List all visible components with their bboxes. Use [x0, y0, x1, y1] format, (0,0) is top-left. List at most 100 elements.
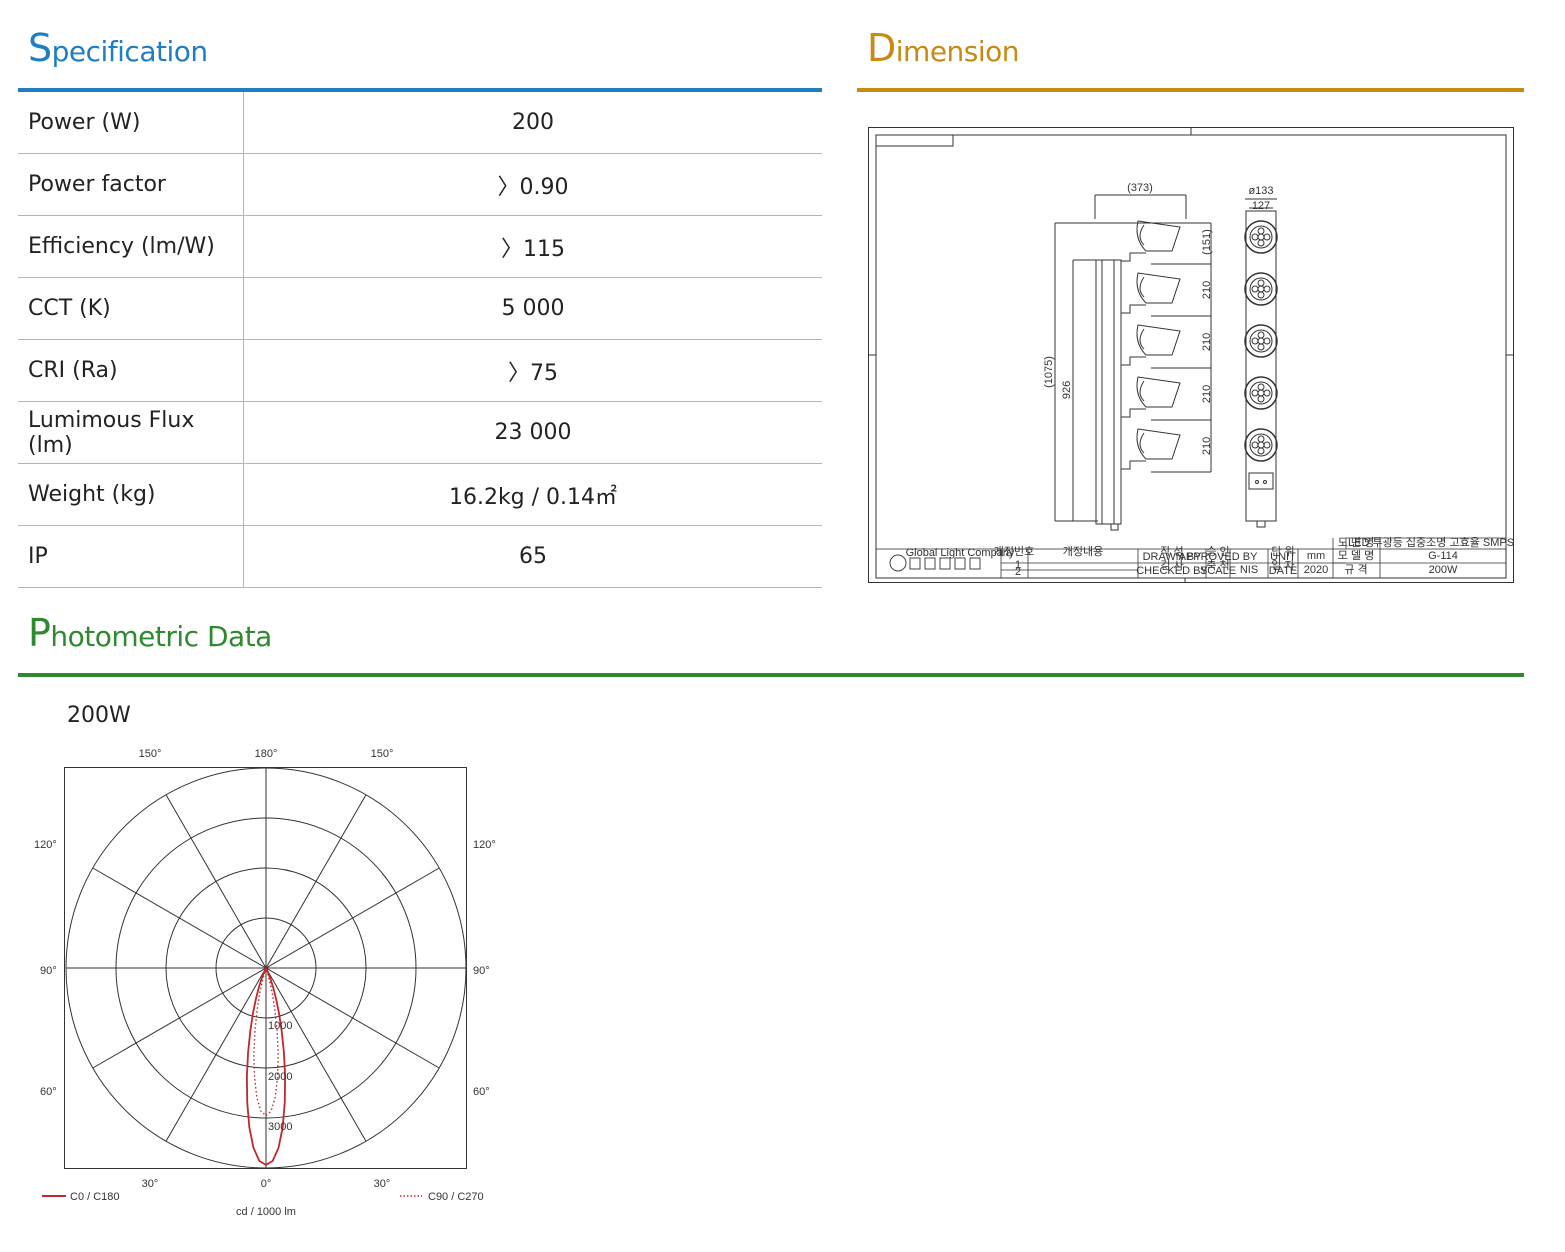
spec-value: 200 [243, 92, 822, 154]
drawn-by-en: DRAWN BY [1143, 551, 1203, 563]
company-logo-letters [909, 557, 981, 570]
angle-label: 0° [261, 1178, 272, 1190]
spec-value: 65 [243, 525, 822, 588]
unit-value: mm [1307, 550, 1325, 562]
lamp-bracket [1121, 356, 1146, 366]
dim-total-label: (1075) [1043, 356, 1055, 388]
ring-label: 1000 [268, 1020, 292, 1032]
lamp-body-outline [1136, 272, 1181, 304]
front-view [1245, 198, 1277, 528]
angle-label: 180° [255, 748, 278, 760]
legend-c0-label: C0 / C180 [70, 1191, 120, 1203]
checked-by-label: 검 사 [1160, 559, 1183, 572]
lamp-fins [1139, 276, 1145, 298]
rev-header: 개정번호 [994, 545, 1034, 558]
lamp-bracket [1121, 252, 1146, 262]
spec-label: Efficiency (lm/W) [18, 215, 244, 278]
dim-diameter-label: ø133 [1248, 185, 1273, 197]
angle-label: 60° [40, 1086, 57, 1098]
lamp-led [1257, 279, 1265, 287]
lamp-led [1257, 239, 1265, 247]
angle-label: 30° [374, 1178, 391, 1190]
lamp-head-front [1244, 272, 1278, 306]
lamp-led [1257, 331, 1265, 339]
specification-table: Power (W) 200 Power factor 〉0.90 Efficiency … [18, 92, 822, 588]
lamp-body-outline [1136, 428, 1181, 460]
lamp-ring [1244, 376, 1278, 410]
power-label: 200W [67, 703, 131, 728]
title-block-text: Global Light Company 개정번호 개정내용 1 2 작 성 D… [889, 536, 1514, 578]
ring-label: 3000 [268, 1121, 292, 1133]
lamp-ring [1244, 220, 1278, 254]
lamp-led [1251, 337, 1259, 345]
lamp-led [1257, 441, 1265, 449]
date-label-en: DATE [1269, 565, 1298, 577]
lamp-led [1257, 395, 1265, 403]
lamp-led [1251, 233, 1259, 241]
lamp-led [1251, 441, 1259, 449]
lamp-fins [1139, 432, 1145, 454]
lamp-led [1263, 233, 1271, 241]
approved-by-en: APPROVED BY [1179, 551, 1259, 563]
lamp-body-outline [1136, 220, 1181, 252]
angle-label: 90° [473, 965, 490, 977]
spec-row: Weight (kg) 16.2kg / 0.14㎡ [18, 463, 822, 526]
polar-chart: 150° 180° 150° 120° 120° 90° 90° 60° 60°… [34, 748, 496, 1218]
spec-value: 23 000 [243, 401, 822, 464]
spec-value: 5 000 [243, 277, 822, 340]
lamp-led [1263, 337, 1271, 345]
spec-row: CRI (Ra) 〉75 [18, 339, 822, 402]
legend-c90-label: C90 / C270 [428, 1191, 484, 1203]
lamp-body-outline [1136, 376, 1181, 408]
lamp-led [1263, 441, 1271, 449]
spec-label: CRI (Ra) [18, 339, 244, 402]
lamp-face [1249, 329, 1273, 353]
unit-label: 단 위 [1271, 545, 1294, 558]
angle-label: 150° [139, 748, 162, 760]
spec-row: Power (W) 200 [18, 92, 822, 154]
dimension-title: Dimension [867, 26, 1020, 70]
lamp-led [1257, 435, 1265, 443]
spec-label: Lumimous Flux (lm) [18, 401, 244, 464]
lamp-head-front [1244, 428, 1278, 462]
spec-row: Power factor 〉0.90 [18, 153, 822, 216]
series-c90-c270 [253, 965, 279, 1117]
spec-row: CCT (K) 5 000 [18, 277, 822, 340]
spec-row: Lumimous Flux (lm) 23 000 [18, 401, 822, 464]
lamp-head-front [1244, 376, 1278, 410]
spec-label: IP [18, 525, 244, 588]
lamp-bracket [1121, 460, 1146, 470]
lamp-led [1257, 285, 1265, 293]
lamp-led [1257, 389, 1265, 397]
lamp-head-side [1121, 272, 1181, 314]
spec-label: CCT (K) [18, 277, 244, 340]
dim-front-label: 127 [1252, 200, 1270, 212]
lamp-led [1257, 383, 1265, 391]
radial-unit-label: cd / 1000 lm [236, 1206, 296, 1218]
spec-label: Power factor [18, 153, 244, 216]
dimension-rule [857, 88, 1524, 92]
specification-rule [18, 88, 822, 92]
side-view-heads [1121, 220, 1181, 470]
lamp-head-front [1244, 220, 1278, 254]
lamp-led [1257, 337, 1265, 345]
rev-desc-header: 개정내용 [1063, 545, 1103, 558]
spec-label: Weight (kg) [18, 463, 244, 526]
lamp-head-front [1244, 324, 1278, 358]
angle-label: 90° [40, 965, 57, 977]
checked-by-en: CHECKED BY [1136, 565, 1208, 577]
lamp-led [1263, 389, 1271, 397]
spec-value: 16.2kg / 0.14㎡ [243, 463, 822, 526]
lamp-fins [1139, 328, 1145, 350]
angle-label: 150° [371, 748, 394, 760]
lamp-led [1257, 233, 1265, 241]
series-c0-c180 [245, 965, 287, 1167]
lamp-body-outline [1136, 324, 1181, 356]
lamp-face [1249, 433, 1273, 457]
rev-2: 2 [1015, 566, 1021, 578]
polar-series [245, 965, 287, 1167]
year-value: 2020 [1304, 564, 1328, 576]
lamp-led [1257, 227, 1265, 235]
dim-pitch-label: 210 [1201, 333, 1213, 351]
lamp-ring [1244, 272, 1278, 306]
